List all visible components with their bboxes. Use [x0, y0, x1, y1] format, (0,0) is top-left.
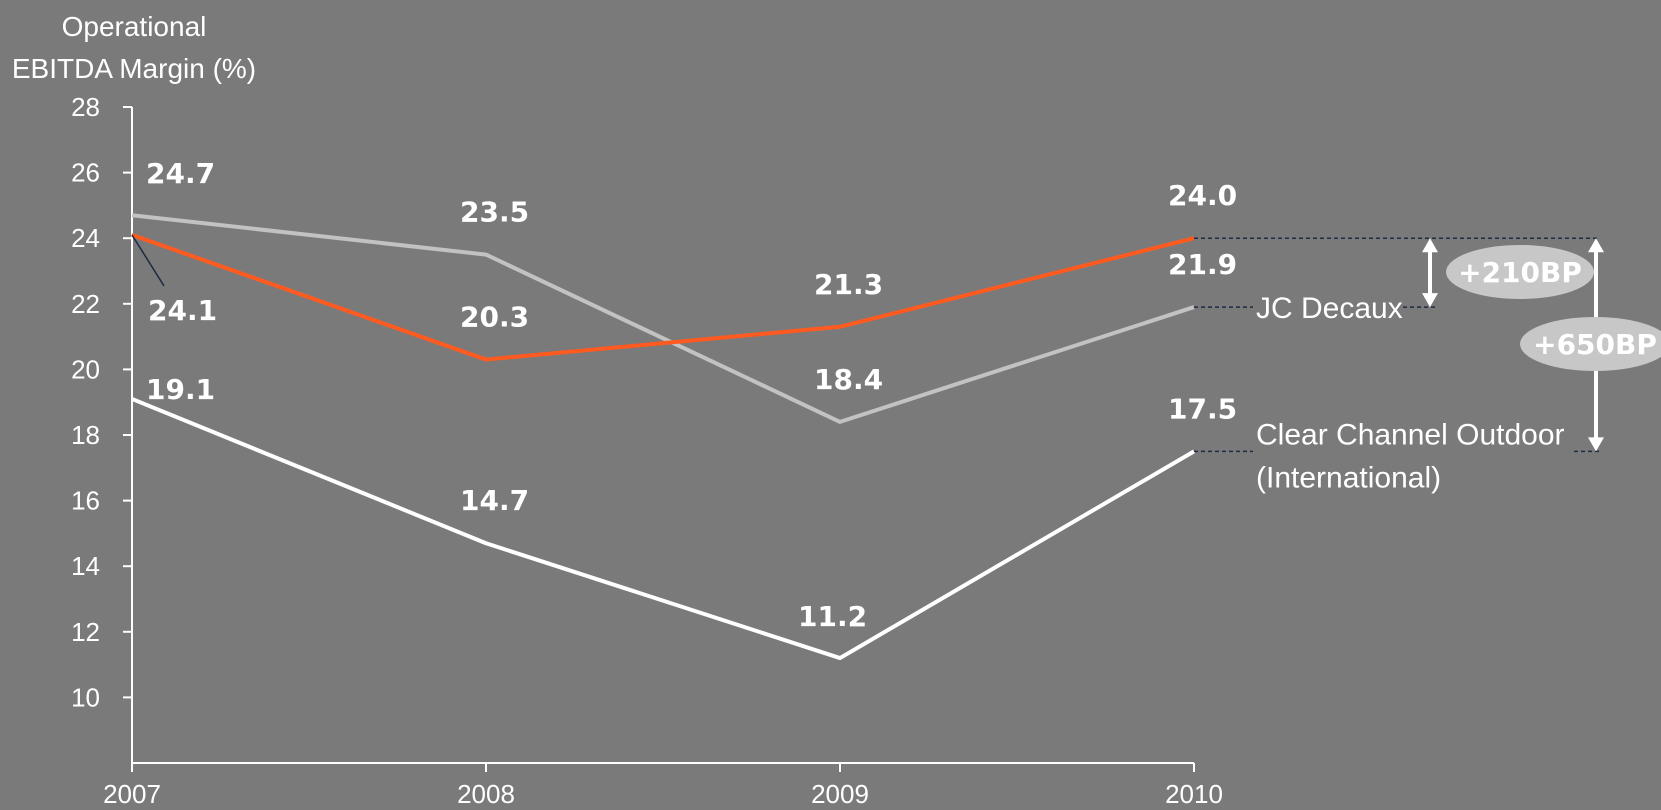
data-label: 24.0: [1168, 179, 1237, 212]
series-line-2: [131, 397, 1196, 661]
y-tick-label: 14: [71, 551, 100, 581]
series-label-cco-line-2: (International): [1256, 461, 1441, 494]
y-axis-title-line-1: Operational: [61, 11, 207, 42]
y-tick-label: 22: [71, 289, 100, 319]
y-axis-title: Operational EBITDA Margin (%): [4, 6, 264, 90]
badge-210bp-label: +210BP: [1458, 256, 1582, 289]
y-tick-label: 10: [71, 682, 100, 712]
x-tick-label: 2008: [457, 779, 515, 809]
data-label: 24.1: [148, 294, 217, 327]
data-label: 17.5: [1168, 392, 1237, 425]
data-label: 14.7: [460, 484, 529, 517]
series-label-jc-decaux: JC Decaux: [1256, 292, 1403, 325]
badge-650bp-label: +650BP: [1533, 328, 1657, 361]
y-tick-label: 28: [71, 92, 100, 122]
arrow-650bp-head-bottom: [1588, 437, 1604, 452]
data-label: 21.9: [1168, 248, 1237, 281]
data-label: 23.5: [460, 196, 529, 229]
x-tick-label: 2009: [811, 779, 869, 809]
arrow-210bp-head-bottom: [1422, 293, 1438, 308]
data-label: 20.3: [460, 301, 529, 334]
arrow-210bp-head-top: [1422, 238, 1438, 253]
y-tick-label: 24: [71, 223, 100, 253]
data-label: 18.4: [814, 363, 883, 396]
data-label: 11.2: [798, 600, 867, 633]
data-label-leader: [131, 234, 165, 287]
series-label-cco-line-1: Clear Channel Outdoor: [1256, 418, 1565, 451]
badge-650bp: [1520, 317, 1661, 371]
y-tick-label: 20: [71, 354, 100, 384]
y-tick-label: 16: [71, 486, 100, 516]
data-label: 19.1: [146, 373, 215, 406]
y-tick-label: 18: [71, 420, 100, 450]
y-axis-title-line-2: EBITDA Margin (%): [11, 53, 257, 84]
x-tick-label: 2010: [1165, 779, 1223, 809]
arrow-650bp-head-top: [1588, 238, 1604, 253]
series-line-0: [131, 233, 1195, 362]
badge-210bp: [1446, 245, 1594, 299]
data-label: 21.3: [814, 268, 883, 301]
y-tick-label: 26: [71, 158, 100, 188]
y-tick-label: 12: [71, 617, 100, 647]
series-line-1: [131, 213, 1195, 424]
x-tick-label: 2007: [103, 779, 161, 809]
data-label: 24.7: [146, 157, 215, 190]
